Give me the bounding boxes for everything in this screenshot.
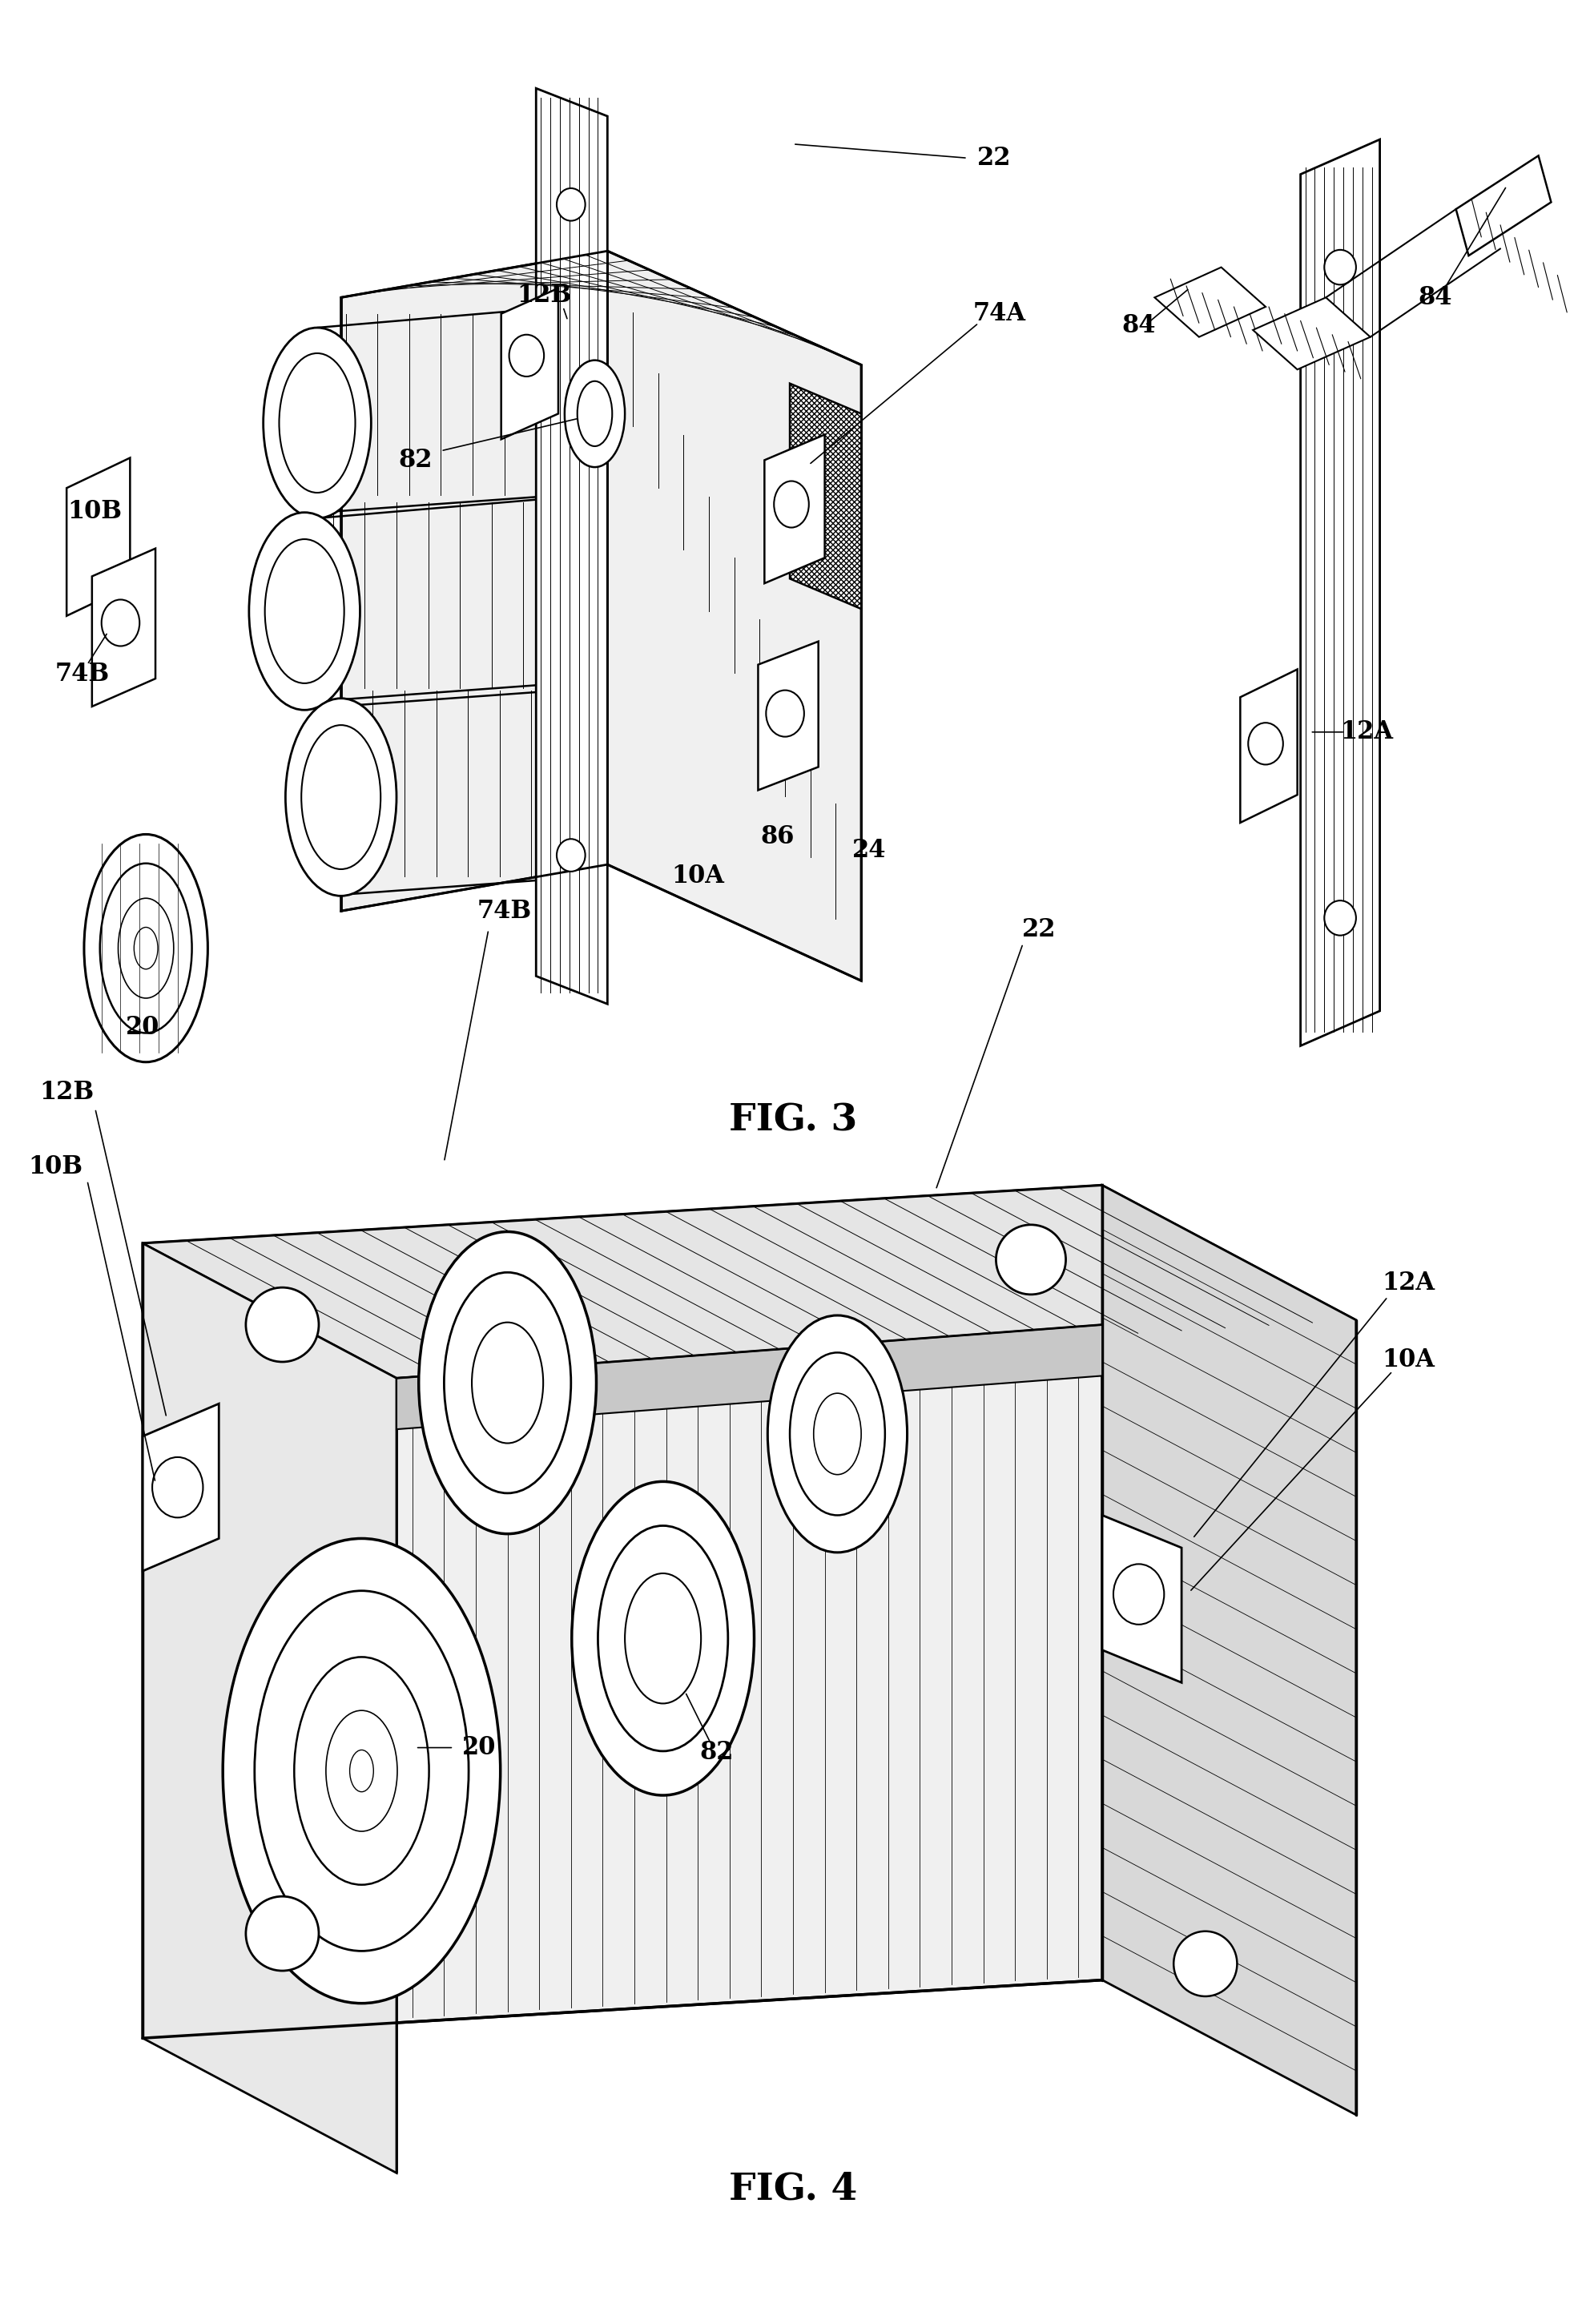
Text: 10A: 10A [671,865,725,888]
Polygon shape [764,435,825,583]
Text: 12B: 12B [40,1081,94,1104]
Ellipse shape [1174,1931,1237,1996]
Polygon shape [1253,297,1370,370]
Polygon shape [1155,267,1266,337]
Polygon shape [1240,669,1297,823]
Text: 86: 86 [760,825,795,848]
Text: 10B: 10B [68,500,122,523]
Text: 12A: 12A [1381,1271,1435,1294]
Text: 20: 20 [462,1736,496,1759]
Ellipse shape [419,1232,596,1534]
Text: FIG. 3: FIG. 3 [730,1102,856,1139]
Ellipse shape [1324,899,1356,934]
Ellipse shape [768,1315,907,1552]
Text: 82: 82 [398,449,433,472]
Text: 10A: 10A [1381,1348,1435,1371]
Ellipse shape [557,839,585,872]
Ellipse shape [571,1483,755,1794]
Polygon shape [1301,139,1380,1046]
Polygon shape [501,288,558,439]
Ellipse shape [766,690,804,737]
Ellipse shape [1324,249,1356,284]
Ellipse shape [222,1538,501,2003]
Polygon shape [143,1243,396,2173]
Polygon shape [67,458,130,616]
Ellipse shape [152,1457,203,1518]
Text: 22: 22 [977,146,1012,170]
Polygon shape [143,1404,219,1571]
Ellipse shape [774,481,809,528]
Polygon shape [1102,1515,1182,1683]
Polygon shape [1102,1185,1356,2115]
Text: 84: 84 [1418,286,1453,309]
Text: 12A: 12A [1340,720,1394,744]
Text: 10B: 10B [29,1155,82,1178]
Ellipse shape [557,188,585,221]
Text: 22: 22 [1021,918,1056,941]
Text: FIG. 4: FIG. 4 [730,2171,856,2208]
Ellipse shape [102,600,140,646]
Ellipse shape [285,697,396,895]
Text: 74B: 74B [477,899,531,923]
Text: 12B: 12B [517,284,571,307]
Polygon shape [341,251,861,981]
Text: 20: 20 [125,1016,160,1039]
Ellipse shape [246,1287,319,1362]
Ellipse shape [509,335,544,376]
Ellipse shape [263,328,371,518]
Ellipse shape [246,1896,319,1971]
Ellipse shape [996,1225,1066,1294]
Polygon shape [790,383,861,609]
Ellipse shape [565,360,625,467]
Polygon shape [396,1325,1102,1429]
Polygon shape [1456,156,1551,256]
Text: 74B: 74B [56,662,109,686]
Text: 74A: 74A [972,302,1026,325]
Text: 84: 84 [1121,314,1156,337]
Text: 24: 24 [852,839,887,862]
Polygon shape [143,1185,1356,1378]
Polygon shape [92,548,155,706]
Polygon shape [536,88,607,1004]
Polygon shape [143,1185,1102,2038]
Ellipse shape [84,834,208,1062]
Text: 82: 82 [699,1741,734,1764]
Ellipse shape [249,514,360,711]
Ellipse shape [1248,723,1283,765]
Polygon shape [758,641,818,790]
Ellipse shape [1113,1564,1164,1624]
